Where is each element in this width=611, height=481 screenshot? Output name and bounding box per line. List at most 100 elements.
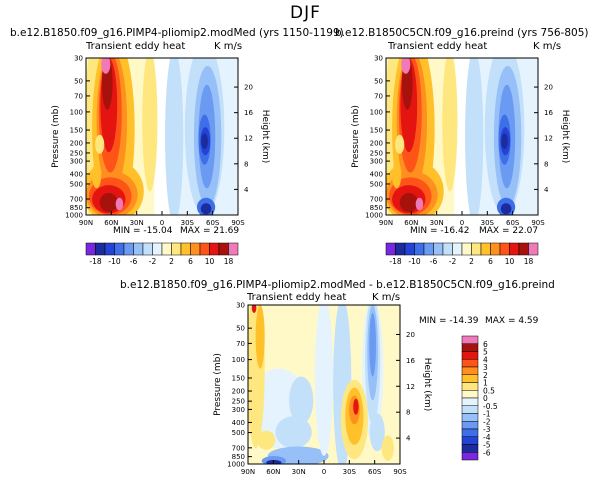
right-height-tick-label: 8 bbox=[544, 160, 548, 168]
diff-colorbar-label: -4 bbox=[483, 433, 491, 442]
right-height-tick-label: 4 bbox=[544, 186, 549, 194]
left-colorbar-label: 6 bbox=[188, 257, 193, 266]
diff-colorbar-box bbox=[461, 335, 479, 344]
diff-x-tick-label: 60S bbox=[368, 468, 382, 476]
diff-colorbar-label: 3 bbox=[483, 363, 488, 372]
diff-y-tick-label: 850 bbox=[232, 453, 245, 461]
diff-colorbar-box bbox=[461, 436, 479, 445]
right-contour-region bbox=[401, 58, 411, 74]
diff-y-tick-label: 1000 bbox=[227, 461, 245, 469]
diff-colorbar-label: 1 bbox=[483, 379, 488, 388]
diff-y-tick-label: 200 bbox=[232, 388, 245, 396]
diff-contour-region bbox=[257, 430, 276, 450]
diff-y-tick-label: 400 bbox=[232, 419, 245, 427]
diff-colorbar-box bbox=[461, 397, 479, 406]
left-y-tick-label: 1000 bbox=[65, 212, 83, 220]
right-colorbar-box bbox=[404, 242, 415, 256]
right-y-tick-label: 1000 bbox=[365, 212, 383, 220]
diff-contour-region bbox=[369, 413, 385, 452]
diff-height-tick-label: 12 bbox=[406, 383, 415, 391]
right-colorbar-box bbox=[471, 242, 482, 256]
left-colorbar-box bbox=[123, 242, 134, 256]
right-max-label: MAX = 22.07 bbox=[479, 226, 539, 236]
left-colorbar-label: -18 bbox=[89, 257, 101, 266]
left-colorbar-box bbox=[171, 242, 182, 256]
right-x-tick-label: 90S bbox=[531, 219, 545, 227]
left-field bbox=[86, 58, 238, 215]
right-y2-axis-title: Height (km) bbox=[560, 110, 570, 164]
diff-variable-label: Transient eddy heat bbox=[247, 292, 347, 303]
diff-y2-axis-title: Height (km) bbox=[422, 358, 432, 412]
left-colorbar-label: 2 bbox=[169, 257, 174, 266]
right-colorbar-box bbox=[480, 242, 491, 256]
left-colorbar-box bbox=[114, 242, 125, 256]
left-contour-region bbox=[92, 163, 102, 189]
right-height-tick-label: 12 bbox=[544, 135, 553, 143]
left-colorbar-label: -10 bbox=[108, 257, 120, 266]
diff-min-label: MIN = -14.39 bbox=[419, 316, 479, 326]
diff-contour-region bbox=[381, 435, 394, 461]
left-colorbar-box bbox=[104, 242, 115, 256]
diff-colorbar-box bbox=[461, 413, 479, 422]
left-y-axis-title: Pressure (mb) bbox=[51, 105, 61, 168]
right-y-tick-label: 70 bbox=[374, 92, 383, 100]
left-y2-axis-title: Height (km) bbox=[260, 110, 270, 164]
diff-height-tick-label: 8 bbox=[406, 409, 410, 417]
left-max-label: MAX = 21.69 bbox=[180, 226, 240, 236]
right-y-tick-label: 850 bbox=[370, 204, 383, 212]
diff-colorbar-box bbox=[461, 351, 479, 360]
diff-contour-region bbox=[289, 376, 314, 425]
diff-y-tick-label: 300 bbox=[232, 406, 245, 414]
diff-contour-region bbox=[314, 305, 334, 457]
left-colorbar-box bbox=[133, 242, 144, 256]
diff-colorbar-label: 0 bbox=[483, 394, 488, 403]
diff-colorbar-label: 0.5 bbox=[483, 386, 495, 395]
right-y-tick-label: 400 bbox=[370, 170, 383, 178]
right-variable-label: Transient eddy heat bbox=[388, 41, 488, 52]
left-variable-label: Transient eddy heat bbox=[86, 41, 186, 52]
left-height-tick-label: 4 bbox=[244, 186, 249, 194]
left-x-tick-label: 0 bbox=[160, 219, 164, 227]
left-colorbar-box bbox=[228, 242, 239, 256]
diff-contour-region bbox=[266, 460, 282, 464]
right-x-tick-label: 90N bbox=[379, 219, 393, 227]
diff-colorbar-label: 2 bbox=[483, 371, 488, 380]
right-colorbar-box bbox=[442, 242, 453, 256]
left-x-tick-label: 90N bbox=[79, 219, 93, 227]
left-contour-region bbox=[99, 193, 118, 212]
right-contour-region bbox=[501, 133, 508, 150]
diff-y-tick-label: 100 bbox=[232, 356, 245, 364]
right-x-tick-label: 60N bbox=[404, 219, 418, 227]
diff-height-tick-label: 4 bbox=[406, 435, 411, 443]
left-y-tick-label: 100 bbox=[70, 108, 83, 116]
diff-contour-region bbox=[369, 312, 376, 377]
diff-colorbar-label: -6 bbox=[483, 448, 491, 457]
left-colorbar-box bbox=[190, 242, 201, 256]
right-contour-region bbox=[500, 203, 512, 215]
diff-height-tick-label: 20 bbox=[406, 331, 415, 339]
right-colorbar-box bbox=[452, 242, 463, 256]
left-colorbar-box bbox=[85, 242, 96, 256]
diff-x-tick-label: 60N bbox=[266, 468, 280, 476]
left-y-tick-label: 50 bbox=[74, 77, 83, 85]
right-colorbar-label: 10 bbox=[505, 257, 515, 266]
left-colorbar-box bbox=[142, 242, 153, 256]
diff-x-tick-label: 90N bbox=[241, 468, 255, 476]
diff-colorbar-label: -1 bbox=[483, 410, 491, 419]
right-height-tick-label: 20 bbox=[544, 84, 553, 92]
left-colorbar-box bbox=[152, 242, 163, 256]
right-y-tick-label: 30 bbox=[374, 55, 383, 63]
diff-x-tick-label: 90S bbox=[393, 468, 407, 476]
diff-y-tick-label: 30 bbox=[236, 302, 245, 310]
diff-colorbar-label: 6 bbox=[483, 340, 488, 349]
left-height-tick-label: 20 bbox=[244, 84, 253, 92]
left-colorbar-label: 18 bbox=[224, 257, 234, 266]
diff-x-tick-label: 30S bbox=[343, 468, 357, 476]
left-units-label: K m/s bbox=[214, 41, 243, 52]
left-y-tick-label: 400 bbox=[70, 170, 83, 178]
right-colorbar-box bbox=[433, 242, 444, 256]
right-y-tick-label: 250 bbox=[370, 149, 383, 157]
diff-x-tick-label: 0 bbox=[322, 468, 326, 476]
left-y-tick-label: 200 bbox=[70, 139, 83, 147]
left-height-tick-label: 16 bbox=[244, 109, 253, 117]
